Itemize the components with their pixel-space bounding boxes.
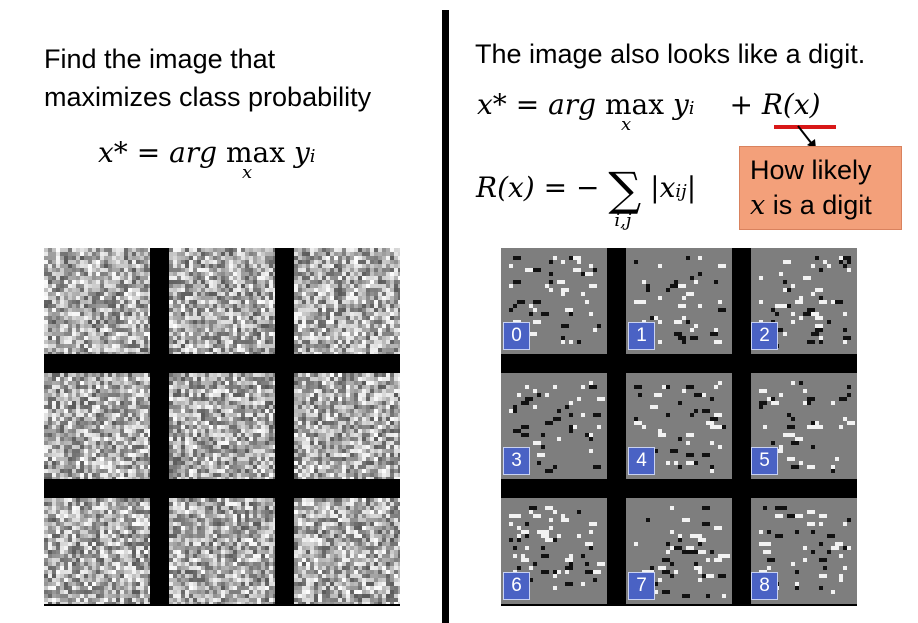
digit-image: 2 (751, 248, 857, 354)
noise-image (44, 498, 150, 604)
digit-image-grid: 0 1 2 3 4 5 6 7 8 (501, 248, 857, 606)
formula-arg: arg (548, 88, 597, 121)
vertical-divider (442, 10, 449, 623)
formula-y: y (293, 136, 310, 169)
formula-abs-close: | (686, 171, 697, 204)
formula-max-text: max (605, 88, 665, 121)
digit-label-badge: 2 (751, 322, 778, 350)
right-formula-objective: x* = arg max x yi + R(x) (477, 88, 821, 135)
noise-image (294, 373, 400, 479)
digit-label-badge: 7 (628, 572, 655, 600)
digit-image: 1 (626, 248, 732, 354)
formula-sum-symbol: ∑ (608, 162, 642, 216)
formula-minus: − (576, 171, 600, 204)
formula-abs-sub: ij (675, 181, 687, 202)
digit-label-badge: 3 (503, 447, 530, 475)
left-heading: Find the image that maximizes class prob… (44, 40, 371, 116)
formula-lhs: x* (477, 88, 507, 121)
digit-image: 0 (501, 248, 607, 354)
digit-label-badge: 4 (628, 447, 655, 475)
left-heading-line2: maximizes class probability (44, 82, 372, 112)
digit-label-badge: 8 (751, 572, 778, 600)
noise-image-grid (44, 248, 400, 606)
formula-y: y (672, 88, 689, 121)
noise-image (169, 498, 275, 604)
digit-label-badge: 0 (503, 322, 530, 350)
regularizer-underline (774, 125, 836, 129)
left-formula: x* = arg max x yi (98, 136, 316, 183)
formula-lhs: x* (98, 136, 128, 169)
formula-max-sub: x (242, 162, 253, 183)
right-formula-regularizer: R(x) = − ∑ i,j |xij| (476, 162, 697, 231)
callout-var: x (750, 190, 766, 221)
digit-label-badge: 5 (751, 447, 778, 475)
digit-label-badge: 1 (628, 322, 655, 350)
formula-sum-sub: i,j (614, 210, 632, 231)
callout-line1: How likely (750, 155, 872, 185)
left-heading-line1: Find the image that (44, 44, 276, 74)
noise-image (294, 498, 400, 604)
digit-image: 8 (751, 498, 857, 604)
noise-image (169, 373, 275, 479)
formula-sum: ∑ i,j (608, 162, 642, 231)
callout-line2: x is a digit (750, 188, 901, 223)
formula-plus: + (729, 88, 753, 121)
formula-y-sub: i (309, 146, 316, 167)
digit-image: 4 (626, 373, 732, 479)
digit-likelihood-callout: How likely x is a digit (739, 146, 902, 230)
digit-image: 3 (501, 373, 607, 479)
digit-label-badge: 6 (503, 572, 530, 600)
right-heading: The image also looks like a digit. (475, 39, 866, 69)
formula-max-text: max (226, 136, 286, 169)
formula-eq: = (543, 171, 568, 204)
digit-image: 7 (626, 498, 732, 604)
digit-image: 6 (501, 498, 607, 604)
noise-image (44, 373, 150, 479)
noise-image (44, 248, 150, 354)
formula-max: max x (605, 88, 665, 135)
formula-regularizer: R(x) (761, 88, 821, 121)
noise-image (169, 248, 275, 354)
formula-abs: |x (650, 171, 676, 204)
formula-arg: arg (169, 136, 218, 169)
callout-text: is a digit (765, 190, 872, 220)
formula-eq: = (136, 136, 161, 169)
formula-lhs: R(x) (476, 171, 535, 204)
formula-max-sub: x (621, 114, 632, 135)
formula-max: max x (226, 136, 286, 183)
formula-eq: = (515, 88, 540, 121)
digit-image: 5 (751, 373, 857, 479)
noise-image (294, 248, 400, 354)
formula-y-sub: i (688, 98, 695, 119)
